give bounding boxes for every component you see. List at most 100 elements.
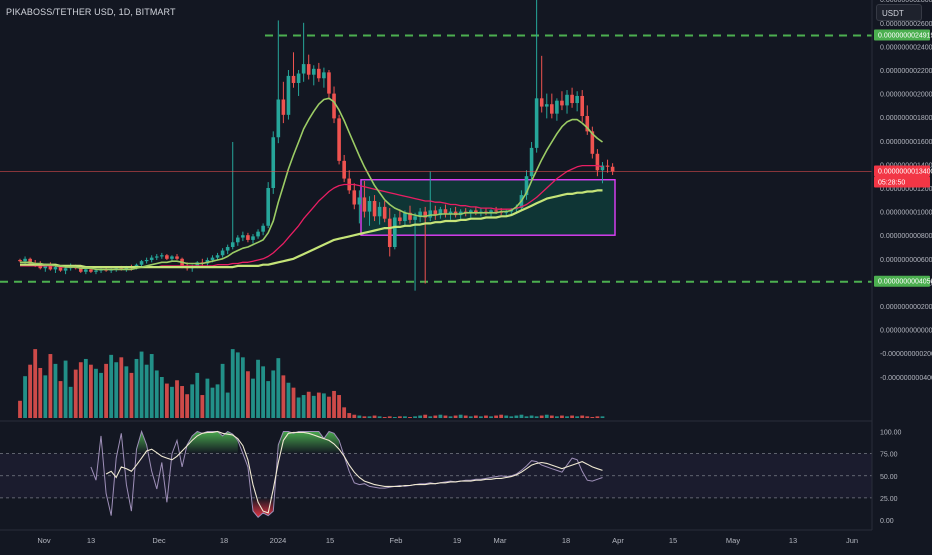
time-axis-label: May — [726, 536, 740, 545]
candle-body — [261, 225, 265, 232]
candle-body — [605, 165, 610, 167]
volume-bar — [43, 375, 48, 418]
volume-bar — [560, 415, 564, 418]
volume-bar — [352, 414, 357, 418]
candle-body — [160, 255, 164, 257]
candle-body — [544, 104, 549, 107]
candle-body — [332, 93, 336, 119]
time-axis-label: 18 — [220, 536, 228, 545]
candle-body — [367, 200, 372, 212]
volume-bar — [94, 368, 98, 418]
volume-bar — [544, 414, 549, 418]
moving-averages-layer — [20, 97, 603, 271]
candle-body — [89, 269, 93, 272]
volume-bar — [514, 415, 519, 418]
volume-bar — [529, 415, 534, 418]
time-axis-label: Apr — [612, 536, 624, 545]
volume-bar — [372, 415, 377, 418]
candle-body — [595, 153, 600, 171]
volume-bar — [89, 364, 93, 418]
volume-bar — [499, 414, 504, 418]
candle-body — [241, 235, 245, 238]
volume-bar — [438, 414, 443, 418]
candle-body — [372, 200, 377, 217]
volume-bar — [63, 360, 68, 418]
candle-body — [175, 256, 179, 259]
volume-layer — [18, 349, 605, 418]
volume-bar — [134, 358, 139, 418]
candle-body — [539, 98, 544, 107]
oscillator-d-line — [105, 430, 603, 514]
ma-slow-line — [20, 189, 603, 269]
time-axis-label: 18 — [562, 536, 570, 545]
volume-bar — [119, 357, 124, 418]
volume-bar — [377, 416, 382, 418]
horizontal-levels-layer — [0, 34, 872, 283]
volume-bar — [463, 415, 468, 418]
candle-body — [78, 268, 83, 272]
candle-body — [144, 259, 149, 262]
volume-bar — [159, 377, 164, 418]
price-badge-lower-level — [874, 275, 930, 287]
time-axis-label: Jun — [846, 536, 858, 545]
volume-bar — [149, 354, 154, 418]
volume-bar — [286, 382, 291, 418]
candle-body — [524, 176, 529, 196]
candle-body — [382, 206, 387, 219]
volume-bar — [408, 417, 412, 418]
price-tick-label: 0.0000000006000 — [880, 257, 932, 264]
time-axis-label: Dec — [152, 536, 166, 545]
volume-bar — [215, 384, 220, 418]
candle-body — [225, 247, 230, 251]
volume-bar — [489, 416, 493, 418]
candle-body — [48, 265, 53, 270]
time-axis-label: Feb — [390, 536, 403, 545]
candle-body — [408, 212, 412, 220]
volume-bar — [124, 366, 129, 418]
volume-bar — [154, 370, 159, 418]
candle-body — [534, 98, 539, 148]
volume-bar — [509, 416, 514, 418]
volume-bar — [291, 387, 296, 418]
volume-bar — [342, 407, 347, 418]
candle-body — [337, 118, 341, 161]
volume-bar — [230, 349, 235, 418]
volume-bar — [185, 394, 190, 418]
volume-bar — [316, 392, 321, 418]
time-axis-label: 2024 — [270, 536, 287, 545]
volume-bar — [225, 392, 230, 418]
time-axis-label: 13 — [789, 536, 797, 545]
volume-bar — [144, 364, 149, 418]
price-tick-label: 0.0000000010000 — [880, 210, 932, 217]
candle-body — [154, 256, 159, 258]
candle-body — [580, 95, 585, 117]
volume-bar — [337, 395, 341, 418]
volume-bar — [554, 416, 559, 418]
volume-bar — [448, 416, 453, 418]
volume-bar — [200, 395, 205, 418]
volume-bar — [33, 349, 38, 418]
volume-bar — [246, 371, 250, 418]
currency-button[interactable]: USDT — [876, 4, 922, 21]
volume-bar — [458, 414, 463, 418]
volume-bar — [104, 363, 109, 418]
volume-bar — [392, 417, 397, 418]
volume-bar — [139, 351, 144, 418]
price-tick-label: 0.0000000018000 — [880, 115, 932, 122]
volume-bar — [190, 384, 195, 418]
volume-bar — [539, 415, 544, 418]
volume-bar — [23, 376, 27, 418]
volume-bar — [580, 415, 585, 418]
volume-bar — [453, 415, 458, 418]
price-tick-label: 0.0000000024000 — [880, 44, 932, 51]
candle-body — [28, 258, 32, 264]
volume-bar — [327, 396, 331, 418]
volume-bar — [362, 416, 367, 418]
volume-bar — [164, 383, 169, 418]
price-badge-text-countdown: 05:28:50 — [878, 179, 905, 186]
candle-body — [489, 210, 493, 213]
volume-bar — [73, 369, 78, 418]
